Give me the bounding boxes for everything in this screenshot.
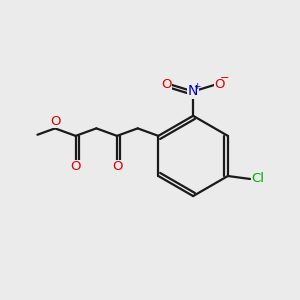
Text: Cl: Cl: [251, 172, 264, 185]
Text: −: −: [220, 74, 229, 83]
Text: O: O: [214, 78, 225, 91]
Text: O: O: [112, 160, 122, 173]
Text: O: O: [161, 78, 172, 91]
Text: O: O: [70, 160, 81, 173]
Text: O: O: [50, 115, 60, 128]
Text: N: N: [188, 84, 198, 98]
Text: +: +: [193, 82, 200, 91]
